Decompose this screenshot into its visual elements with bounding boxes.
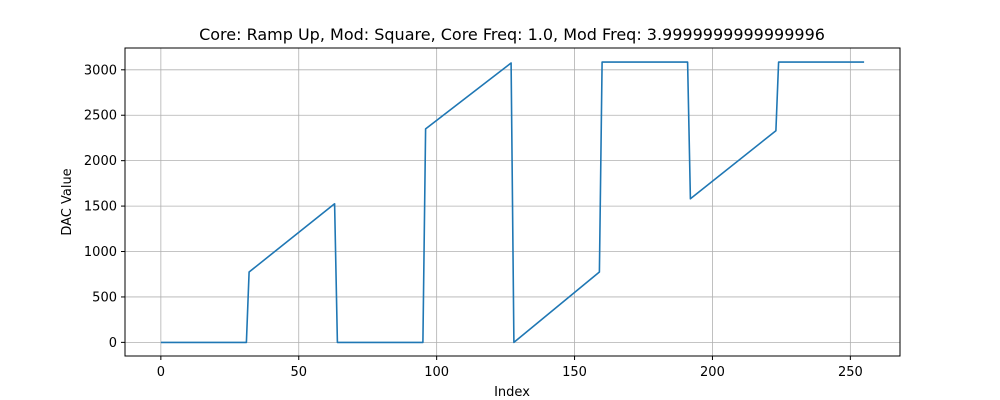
x-tick-label: 200 (700, 365, 725, 380)
x-tick-label: 0 (157, 365, 165, 380)
y-tick-label: 500 (92, 290, 117, 305)
y-tick-label: 1000 (84, 245, 117, 260)
x-tick-label: 100 (424, 365, 449, 380)
chart-title: Core: Ramp Up, Mod: Square, Core Freq: 1… (199, 25, 825, 44)
y-tick-label: 0 (109, 336, 117, 351)
y-axis-label: DAC Value (60, 168, 75, 235)
x-tick-label: 50 (290, 365, 307, 380)
plot-frame (124, 47, 901, 357)
x-tick-label: 250 (838, 365, 863, 380)
y-tick-label: 3000 (84, 63, 117, 78)
series-layer (160, 61, 865, 344)
x-tick-label: 150 (562, 365, 587, 380)
series-line-0 (160, 61, 865, 344)
y-tick-label: 2000 (84, 154, 117, 169)
y-axis-ticks: 0 500 1000 1500 2000 2500 3000 (84, 63, 125, 351)
y-tick-label: 1500 (84, 200, 117, 215)
y-tick-label: 2500 (84, 109, 117, 124)
x-axis-label: Index (494, 385, 530, 400)
x-axis-ticks: 0 50 100 150 200 250 (157, 356, 863, 380)
